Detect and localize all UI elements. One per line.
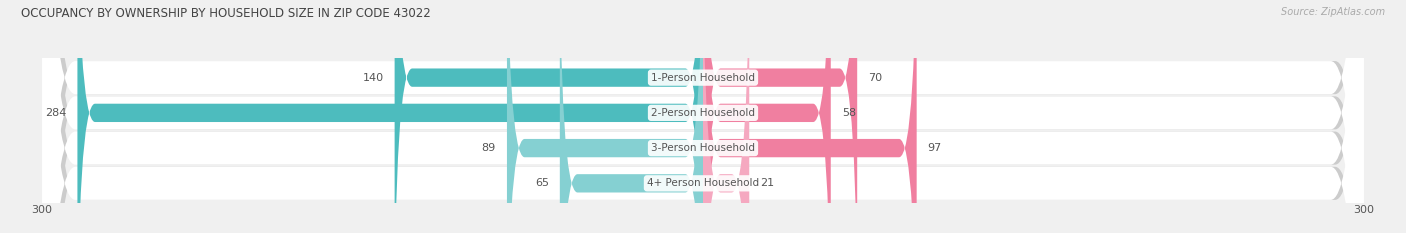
Text: 140: 140 [363,73,384,83]
FancyBboxPatch shape [42,0,1364,233]
FancyBboxPatch shape [395,0,703,233]
Text: OCCUPANCY BY OWNERSHIP BY HOUSEHOLD SIZE IN ZIP CODE 43022: OCCUPANCY BY OWNERSHIP BY HOUSEHOLD SIZE… [21,7,430,20]
Text: 89: 89 [482,143,496,153]
FancyBboxPatch shape [46,0,1368,233]
FancyBboxPatch shape [42,0,1364,233]
Text: 1-Person Household: 1-Person Household [651,73,755,83]
Text: 3-Person Household: 3-Person Household [651,143,755,153]
Text: 21: 21 [761,178,775,188]
Text: Source: ZipAtlas.com: Source: ZipAtlas.com [1281,7,1385,17]
Text: 284: 284 [45,108,66,118]
FancyBboxPatch shape [703,0,917,233]
Text: 65: 65 [534,178,548,188]
FancyBboxPatch shape [42,0,1364,233]
FancyBboxPatch shape [703,0,858,233]
Text: 70: 70 [868,73,883,83]
Text: 58: 58 [842,108,856,118]
FancyBboxPatch shape [508,0,703,233]
FancyBboxPatch shape [703,0,831,233]
FancyBboxPatch shape [46,0,1368,233]
FancyBboxPatch shape [703,0,749,233]
FancyBboxPatch shape [77,0,703,233]
FancyBboxPatch shape [42,0,1364,233]
FancyBboxPatch shape [560,0,703,233]
Text: 4+ Person Household: 4+ Person Household [647,178,759,188]
FancyBboxPatch shape [46,0,1368,233]
FancyBboxPatch shape [46,0,1368,233]
Text: 97: 97 [928,143,942,153]
Text: 2-Person Household: 2-Person Household [651,108,755,118]
